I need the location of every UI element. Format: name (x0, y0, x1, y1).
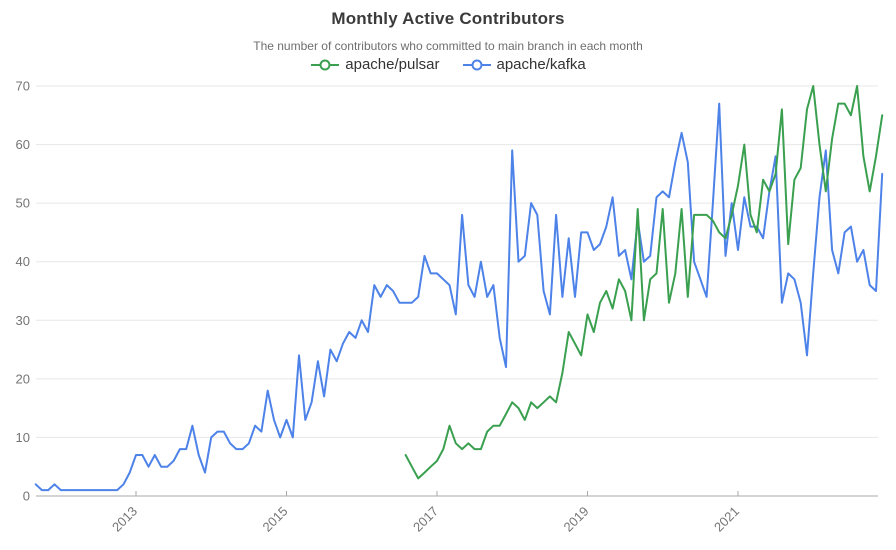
legend-label: apache/pulsar (345, 56, 440, 73)
y-axis-label-0: 0 (23, 489, 30, 504)
chart-title: Monthly Active Contributors (331, 9, 565, 28)
legend-item-kafka[interactable]: apache/kafka (462, 56, 586, 73)
y-axis-label-70: 70 (16, 79, 30, 94)
y-axis-label-60: 60 (16, 137, 30, 152)
legend-label: apache/kafka (496, 56, 586, 73)
legend: apache/pulsar apache/kafka (0, 56, 896, 73)
y-axis-label-10: 10 (16, 430, 30, 445)
x-axis-label-2019: 2019 (561, 504, 592, 535)
pulsar-line (404, 85, 884, 480)
x-axis-label-2013: 2013 (109, 504, 140, 535)
y-axis-label-30: 30 (16, 313, 30, 328)
y-axis-label-50: 50 (16, 196, 30, 211)
kafka-line-marker-icon (462, 59, 491, 70)
y-axis-label-40: 40 (16, 254, 30, 269)
x-axis-label-2021: 2021 (711, 504, 742, 535)
x-axis-label-2015: 2015 (260, 504, 291, 535)
kafka-line (34, 102, 884, 492)
x-axis-label-2017: 2017 (410, 504, 441, 535)
pulsar-line-marker-icon (311, 59, 340, 70)
chart-subtitle: The number of contributors who committed… (253, 39, 643, 53)
legend-item-pulsar[interactable]: apache/pulsar (310, 56, 440, 73)
y-axis-label-20: 20 (16, 371, 30, 386)
